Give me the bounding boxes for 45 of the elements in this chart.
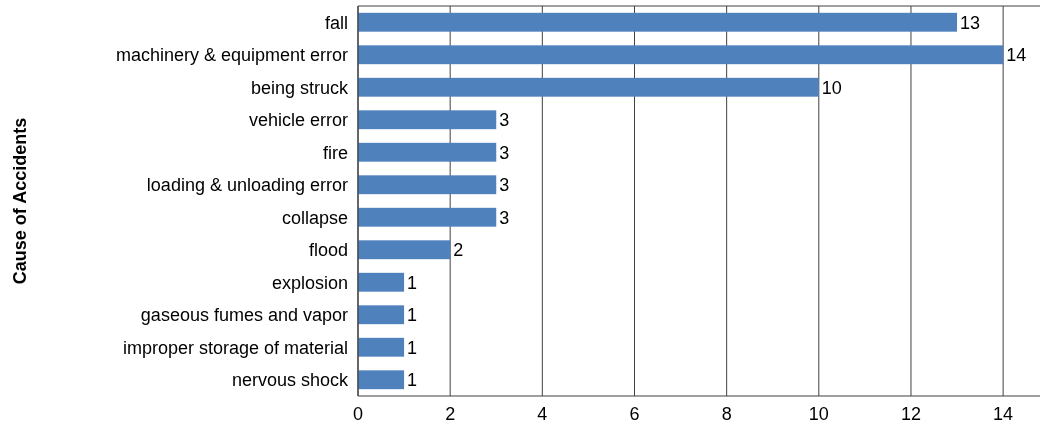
data-label: 3: [499, 207, 510, 228]
y-tick-label: loading & unloading error: [146, 175, 348, 196]
y-tick-label: machinery & equipment error: [115, 45, 348, 66]
y-tick-label: vehicle error: [248, 110, 348, 131]
y-tick-label: improper storage of material: [122, 337, 348, 358]
y-tick-label: being struck: [250, 77, 349, 98]
x-tick-label: 10: [808, 404, 829, 424]
data-label: 1: [407, 272, 418, 293]
data-label: 14: [1006, 45, 1027, 66]
x-tick-label: 8: [721, 404, 732, 424]
data-label: 3: [499, 110, 510, 131]
bar: [358, 207, 497, 227]
y-tick-label: gaseous fumes and vapor: [140, 305, 348, 326]
y-tick-label: explosion: [271, 272, 348, 293]
bar: [358, 45, 1004, 65]
data-label: 1: [407, 370, 418, 391]
bar: [358, 175, 497, 195]
y-tick-label: fire: [322, 142, 348, 163]
bar: [358, 305, 405, 325]
bar: [358, 110, 497, 130]
data-label: 10: [821, 77, 842, 98]
x-tick-label: 0: [352, 404, 364, 424]
y-tick-label: flood: [308, 240, 348, 261]
x-tick-label: 12: [900, 404, 921, 424]
y-tick-label: collapse: [281, 207, 348, 228]
x-tick-label: 14: [993, 404, 1014, 424]
y-axis-title: Cause of Accidents: [10, 117, 30, 285]
bar: [358, 240, 451, 260]
bar: [358, 370, 405, 390]
data-label: 3: [499, 175, 510, 196]
data-label: 1: [407, 305, 418, 326]
data-label: 1: [407, 337, 418, 358]
data-label: 3: [499, 142, 510, 163]
bar: [358, 142, 497, 162]
bar: [358, 337, 405, 357]
data-label: 13: [960, 12, 981, 33]
y-tick-label: fall: [324, 12, 348, 33]
x-tick-label: 4: [537, 404, 548, 424]
bar: [358, 77, 819, 97]
y-tick-label: nervous shock: [231, 370, 349, 391]
x-tick-label: 2: [445, 404, 456, 424]
bar: [358, 272, 405, 292]
bar: [358, 12, 958, 32]
data-label: 2: [453, 240, 464, 261]
x-tick-label: 6: [629, 404, 640, 424]
